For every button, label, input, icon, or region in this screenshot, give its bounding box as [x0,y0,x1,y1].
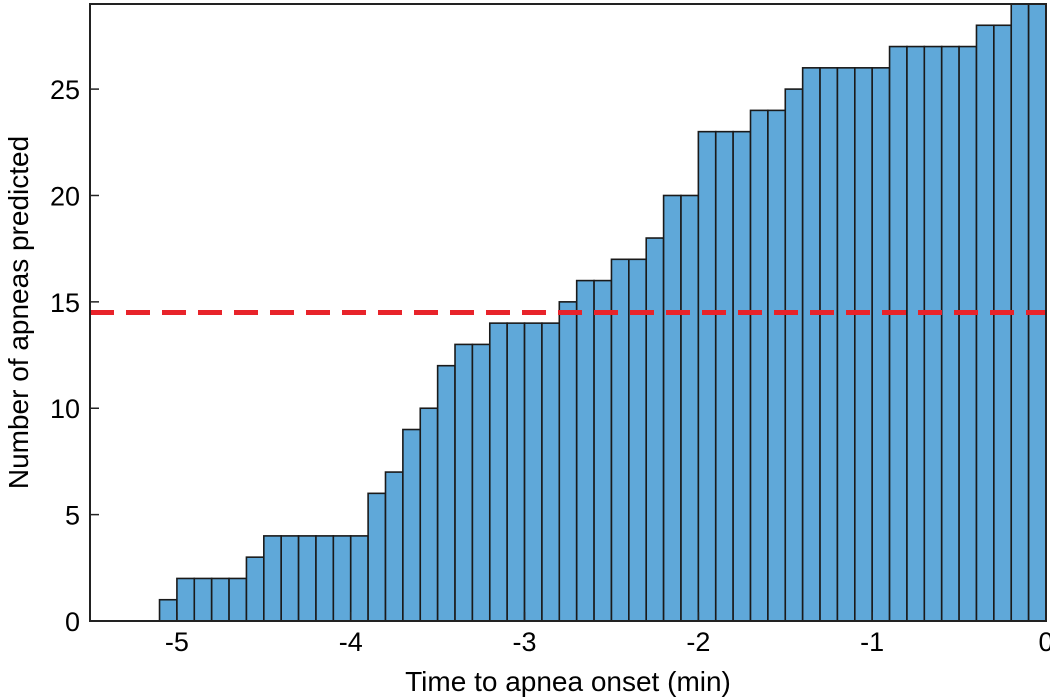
bar-49 [940,45,960,622]
bar-13 [315,535,335,622]
bar-10 [263,535,282,622]
bar-15 [349,535,369,622]
bar-17 [384,471,404,622]
bar-52 [993,24,1013,622]
bar-6 [193,577,213,622]
x-tick-label-3: -2 [686,627,710,657]
bar-20 [436,364,456,622]
bar-51 [975,24,995,622]
y-tick-label-3: 15 [50,288,80,318]
bar-34 [680,194,700,622]
bar-39 [767,109,787,622]
y-tick-label-2: 10 [50,394,80,424]
x-tick-label-2: -3 [513,627,537,657]
bar-16 [367,492,387,622]
x-tick-label-0: -5 [165,627,189,657]
bar-26 [541,322,561,622]
y-tick-label-4: 20 [50,181,80,211]
bar-18 [402,428,422,622]
bar-22 [471,343,491,622]
x-axis-label: Time to apnea onset (min) [405,666,731,697]
bar-46 [888,45,908,622]
bar-28 [575,279,595,622]
bar-38 [749,109,769,622]
y-tick-label-5: 25 [50,75,80,105]
bar-27 [558,301,578,622]
bar-50 [958,45,978,622]
bar-32 [645,237,665,622]
bar-45 [871,67,891,622]
bar-7 [210,577,230,622]
bar-29 [593,279,613,622]
bar-23 [488,322,508,622]
bar-33 [662,194,682,622]
bar-43 [836,67,856,622]
bar-41 [801,67,821,622]
y-tick-label-0: 0 [65,607,80,637]
bar-37 [732,130,752,622]
bar-4 [158,598,178,622]
y-axis-label: Number of apneas predicted [3,136,34,489]
bar-36 [714,130,734,622]
bar-24 [506,322,526,622]
bar-35 [697,130,717,622]
bar-19 [419,407,439,622]
bar-8 [228,577,248,622]
x-tick-label-1: -4 [339,627,363,657]
bar-47 [906,45,926,622]
bar-14 [332,535,352,622]
bar-44 [853,67,873,622]
bar-25 [523,322,543,622]
y-tick-label-1: 5 [65,501,80,531]
bar-9 [245,556,265,622]
bar-40 [784,88,804,622]
bar-11 [280,535,300,622]
ticks-group: -5 -4 -3 -2 -1 0 0 5 10 15 20 25 [50,75,1050,657]
plot-frame [89,3,1047,622]
bar-21 [454,343,474,622]
x-tick-label-5: 0 [1038,627,1050,657]
bar-5 [176,577,196,622]
bar-42 [819,67,839,622]
bar-48 [923,45,943,622]
x-tick-label-4: -1 [860,627,884,657]
bar-12 [297,535,317,622]
